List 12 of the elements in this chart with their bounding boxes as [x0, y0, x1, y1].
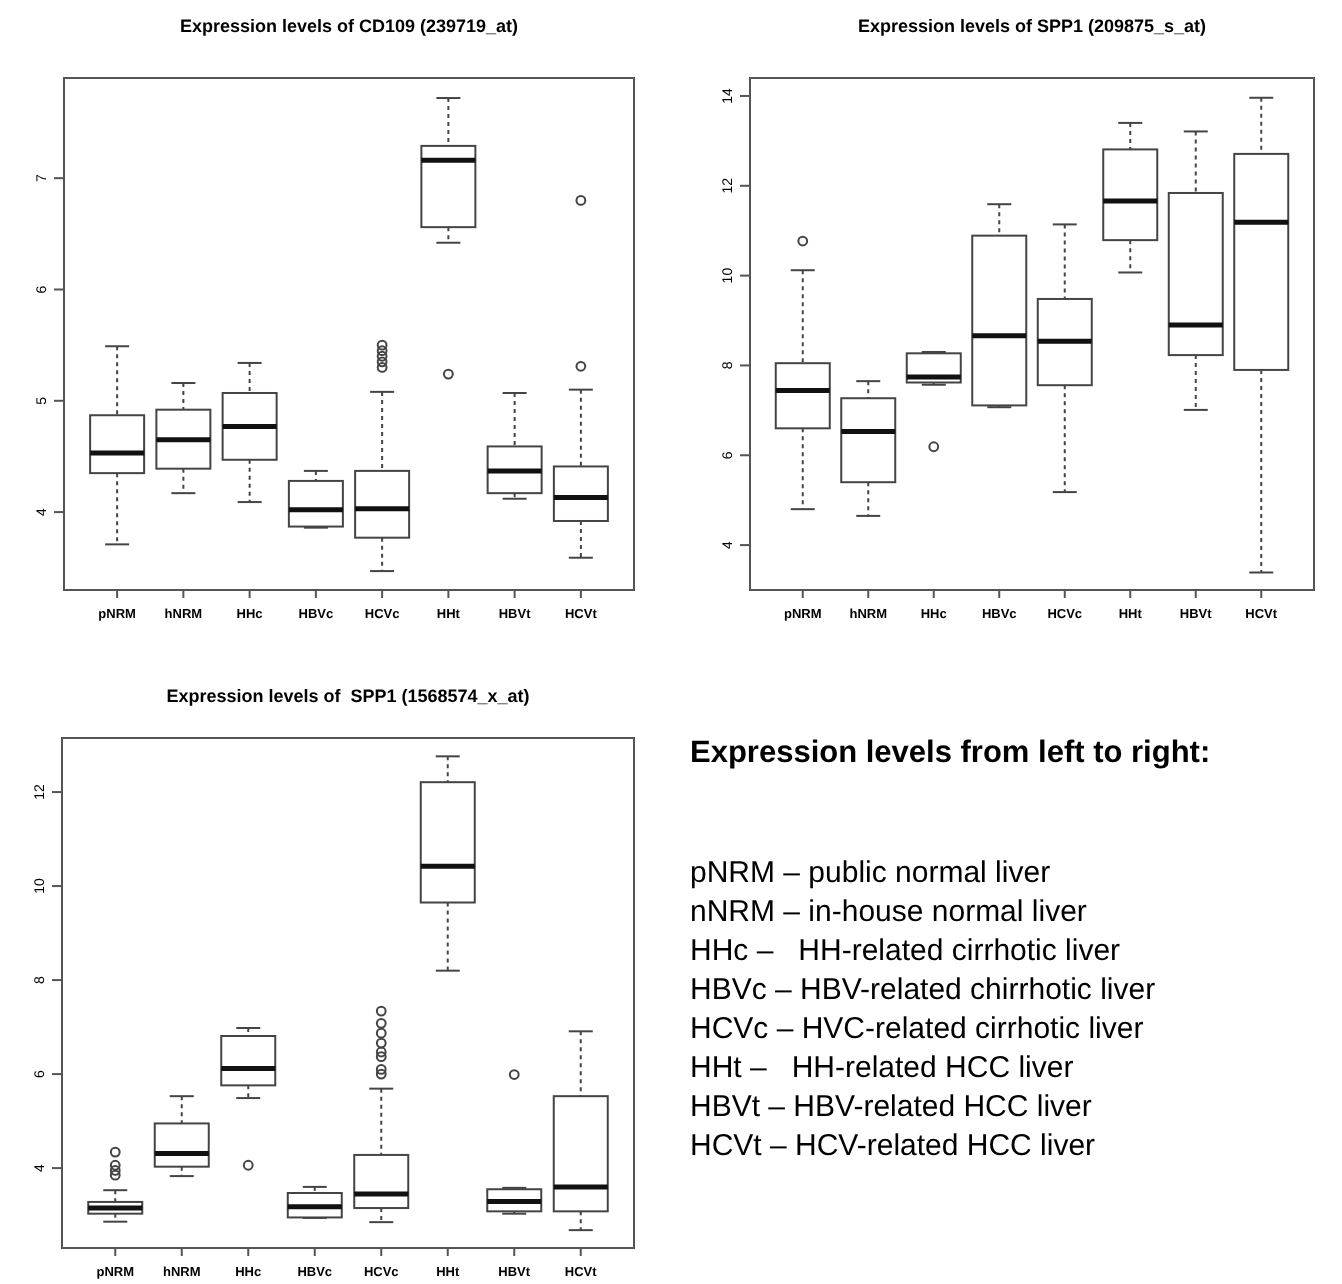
text: HCVc – HVC-related cirrhotic liver — [690, 1012, 1144, 1046]
chart-title: Expression levels of SPP1 (1568574_x_at) — [166, 686, 530, 706]
text: HBVc – HBV-related chirrhotic liver — [690, 973, 1156, 1007]
text: pNRM – public normal liver — [690, 856, 1051, 890]
text: HCVt – HCV-related HCC liver — [690, 1129, 1096, 1163]
text: nNRM – in-house normal liver — [690, 895, 1087, 929]
text: HHt – HH-related HCC liver — [690, 1051, 1074, 1085]
chart-title: Expression levels of SPP1 (209875_s_at) — [857, 16, 1207, 36]
chart-title: Expression levels of CD109 (239719_at) — [179, 16, 519, 36]
text: HHc – HH-related cirrhotic liver — [690, 934, 1121, 968]
text: HBVt – HBV-related HCC liver — [690, 1090, 1092, 1124]
text: Expression levels from left to right: — [690, 736, 1211, 770]
